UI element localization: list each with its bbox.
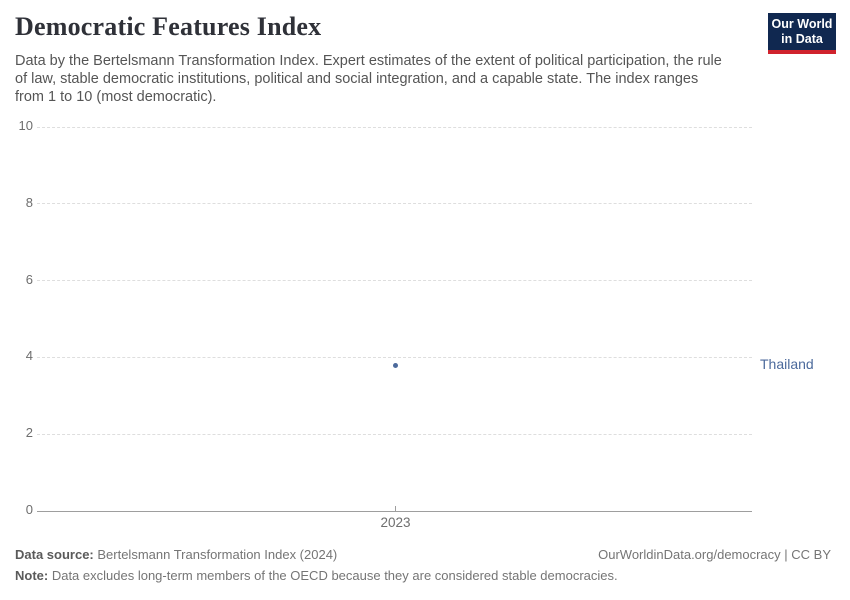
x-axis-tick <box>395 506 396 511</box>
y-tick-label: 2 <box>25 425 33 441</box>
y-gridline <box>37 433 752 435</box>
y-tick-label: 4 <box>25 348 33 364</box>
data-source-label: Data source: <box>15 547 94 562</box>
y-tick-label: 0 <box>25 502 33 517</box>
footer-source-row: Data source: Bertelsmann Transformation … <box>15 547 831 562</box>
y-gridline <box>37 356 752 358</box>
y-gridline <box>37 203 752 205</box>
subtitle-line: from 1 to 10 (most democratic). <box>15 89 217 106</box>
y-tick-label: 8 <box>25 194 33 210</box>
note-label: Note: <box>15 568 49 583</box>
data-source-value: Bertelsmann Transformation Index (2024) <box>93 547 338 562</box>
data-point[interactable] <box>393 362 398 368</box>
footer-note-row: Note: Data excludes long-term members of… <box>15 568 831 583</box>
owid-url-link[interactable]: OurWorldinData.org/democracy | CC BY <box>598 547 831 562</box>
y-tick-label: 10 <box>18 118 33 133</box>
data-source-text: Data source: Bertelsmann Transformation … <box>15 547 337 562</box>
owid-logo[interactable]: Our World in Data <box>768 13 836 54</box>
subtitle-line: of law, stable democratic institutions, … <box>15 71 699 88</box>
owid-logo-line1: Our World <box>771 17 833 31</box>
chart-subtitle: Data by the Bertelsmann Transformation I… <box>15 52 722 107</box>
entity-label[interactable]: Thailand <box>760 356 814 373</box>
owid-logo-line2: in Data <box>781 32 823 46</box>
y-tick-label: 6 <box>25 271 33 287</box>
x-axis-line <box>37 510 752 512</box>
x-tick-label: 2023 <box>380 515 411 530</box>
y-gridline <box>37 126 752 128</box>
subtitle-line: Data by the Bertelsmann Transformation I… <box>15 53 722 69</box>
note-value: Data excludes long-term members of the O… <box>48 568 618 583</box>
page-title: Democratic Features Index <box>15 12 322 41</box>
y-gridline <box>37 280 752 282</box>
